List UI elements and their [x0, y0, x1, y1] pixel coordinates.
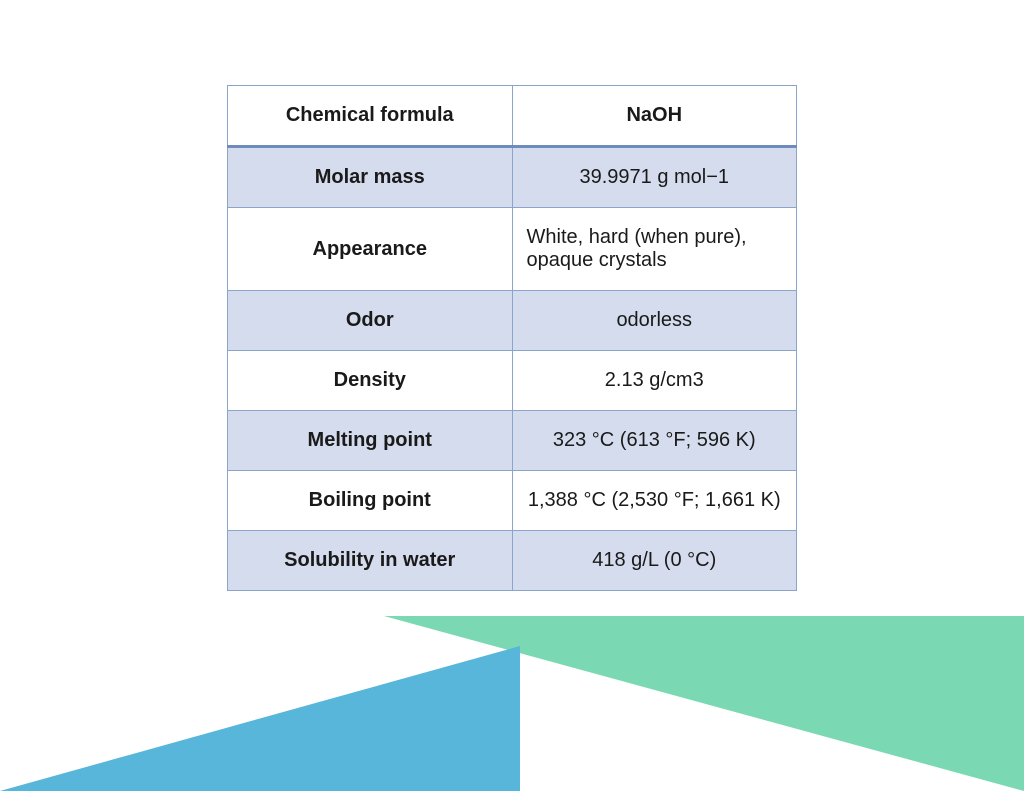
row-label: Density: [228, 351, 513, 411]
row-value: 2.13 g/cm3: [512, 351, 797, 411]
header-value: NaOH: [512, 86, 797, 147]
properties-table: Chemical formula NaOH Molar mass 39.9971…: [227, 85, 797, 591]
table-body: Molar mass 39.9971 g mol−1 Appearance Wh…: [228, 147, 797, 591]
row-label: Odor: [228, 291, 513, 351]
row-value: White, hard (when pure), opaque crystals: [512, 208, 797, 291]
header-property: Chemical formula: [228, 86, 513, 147]
table-row: Boiling point 1,388 °C (2,530 °F; 1,661 …: [228, 471, 797, 531]
decor-triangle-left: [0, 646, 520, 791]
row-value: odorless: [512, 291, 797, 351]
row-label: Melting point: [228, 411, 513, 471]
table-row: Melting point 323 °C (613 °F; 596 K): [228, 411, 797, 471]
table-header-row: Chemical formula NaOH: [228, 86, 797, 147]
slide: Chemical formula NaOH Molar mass 39.9971…: [0, 0, 1024, 791]
table-row: Appearance White, hard (when pure), opaq…: [228, 208, 797, 291]
row-label: Appearance: [228, 208, 513, 291]
row-value: 323 °C (613 °F; 596 K): [512, 411, 797, 471]
table-row: Odor odorless: [228, 291, 797, 351]
table-row: Solubility in water 418 g/L (0 °C): [228, 531, 797, 591]
row-label: Solubility in water: [228, 531, 513, 591]
row-label: Molar mass: [228, 147, 513, 208]
row-value: 39.9971 g mol−1: [512, 147, 797, 208]
table-row: Density 2.13 g/cm3: [228, 351, 797, 411]
row-value: 418 g/L (0 °C): [512, 531, 797, 591]
row-label: Boiling point: [228, 471, 513, 531]
properties-table-wrap: Chemical formula NaOH Molar mass 39.9971…: [227, 85, 797, 591]
row-value: 1,388 °C (2,530 °F; 1,661 K): [512, 471, 797, 531]
table-row: Molar mass 39.9971 g mol−1: [228, 147, 797, 208]
